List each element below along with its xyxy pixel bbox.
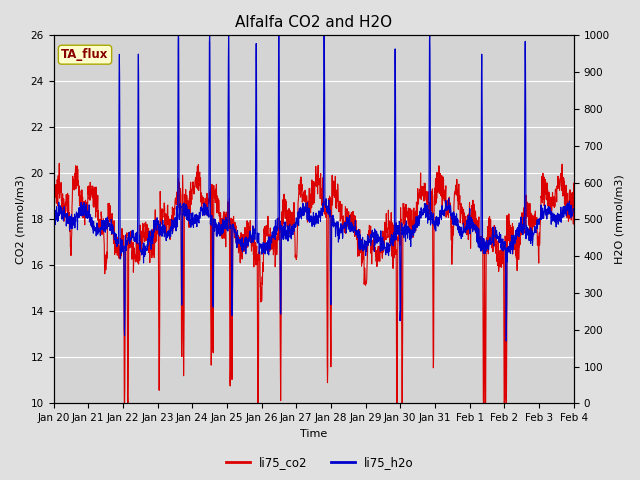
li75_h2o — [555, 211, 563, 217]
Y-axis label: H2O (mmol/m3): H2O (mmol/m3) — [615, 174, 625, 264]
Y-axis label: CO2 (mmol/m3): CO2 (mmol/m3) — [15, 175, 25, 264]
li75_co2 — [120, 400, 128, 406]
li75_h2o — [555, 216, 563, 222]
li75_h2o — [570, 207, 577, 213]
li75_co2 — [555, 176, 563, 181]
li75_h2o — [76, 205, 84, 211]
Line: li75_co2: li75_co2 — [54, 163, 573, 403]
li75_co2 — [460, 206, 467, 212]
Title: Alfalfa CO2 and H2O: Alfalfa CO2 and H2O — [235, 15, 392, 30]
li75_co2 — [77, 201, 84, 207]
li75_co2 — [289, 224, 297, 229]
li75_co2 — [50, 205, 58, 211]
li75_co2 — [555, 181, 563, 187]
li75_h2o — [303, 207, 310, 213]
li75_co2 — [570, 180, 577, 186]
Text: TA_flux: TA_flux — [61, 48, 109, 61]
li75_co2 — [303, 198, 311, 204]
li75_co2 — [56, 160, 63, 166]
li75_h2o — [289, 232, 297, 238]
Legend: li75_co2, li75_h2o: li75_co2, li75_h2o — [221, 452, 419, 474]
li75_h2o — [502, 338, 510, 344]
li75_h2o — [175, 33, 182, 38]
li75_h2o — [460, 221, 467, 227]
li75_h2o — [50, 221, 58, 227]
Line: li75_h2o: li75_h2o — [54, 36, 573, 341]
X-axis label: Time: Time — [300, 429, 327, 439]
